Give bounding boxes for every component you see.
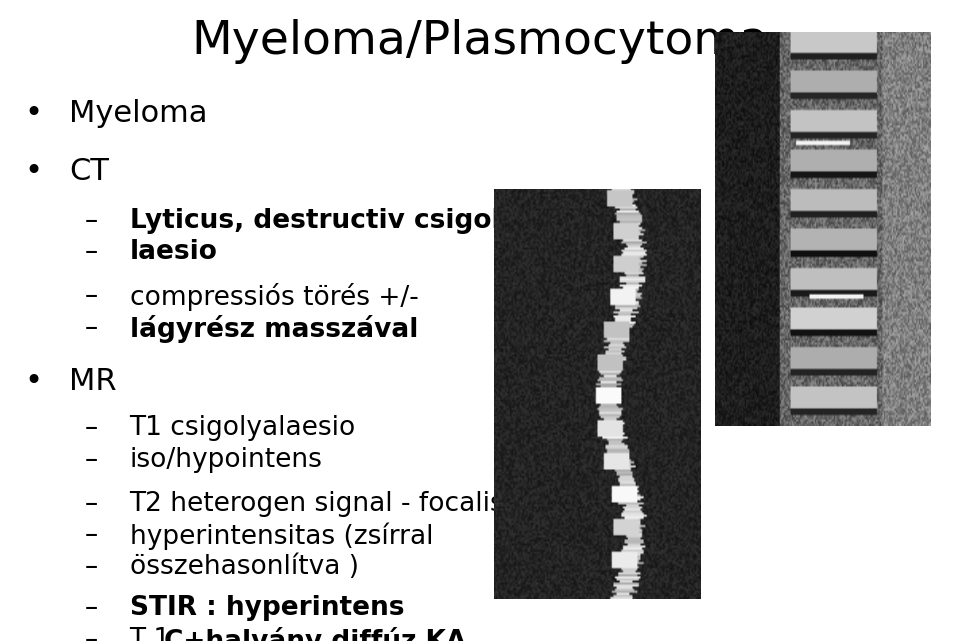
Text: laesio: laesio bbox=[130, 239, 218, 265]
Text: –: – bbox=[84, 627, 98, 641]
Text: –: – bbox=[84, 239, 98, 265]
Text: T 1: T 1 bbox=[130, 627, 180, 641]
Text: hyperintensitas (zsírral: hyperintensitas (zsírral bbox=[130, 522, 433, 550]
Text: –: – bbox=[84, 491, 98, 517]
Text: iso/hypointens: iso/hypointens bbox=[130, 447, 323, 473]
Text: compressiós törés +/-: compressiós törés +/- bbox=[130, 283, 419, 312]
Text: –: – bbox=[84, 447, 98, 473]
Text: Lyticus, destructiv csigolya: Lyticus, destructiv csigolya bbox=[130, 208, 536, 234]
Text: –: – bbox=[84, 208, 98, 234]
Text: •: • bbox=[24, 367, 42, 395]
Text: –: – bbox=[84, 554, 98, 580]
Text: STIR : hyperintens: STIR : hyperintens bbox=[130, 595, 404, 621]
Text: –: – bbox=[84, 415, 98, 442]
Text: CT: CT bbox=[69, 157, 109, 186]
Text: •: • bbox=[24, 99, 42, 128]
Text: •: • bbox=[24, 157, 42, 186]
Text: –: – bbox=[84, 315, 98, 342]
Text: összehasonlítva ): összehasonlítva ) bbox=[130, 554, 359, 580]
Text: –: – bbox=[84, 595, 98, 621]
Text: T1 csigolyalaesio: T1 csigolyalaesio bbox=[130, 415, 356, 442]
Text: –: – bbox=[84, 522, 98, 549]
Text: Myeloma/Plasmocytoma: Myeloma/Plasmocytoma bbox=[191, 19, 769, 64]
Text: Myeloma: Myeloma bbox=[69, 99, 207, 128]
Text: T2 heterogen signal - focalis: T2 heterogen signal - focalis bbox=[130, 491, 504, 517]
Text: lágyrész masszával: lágyrész masszával bbox=[130, 315, 418, 344]
Text: MR: MR bbox=[69, 367, 117, 395]
Text: C+halvány diffúz KA: C+halvány diffúz KA bbox=[164, 627, 467, 641]
Text: –: – bbox=[84, 283, 98, 310]
